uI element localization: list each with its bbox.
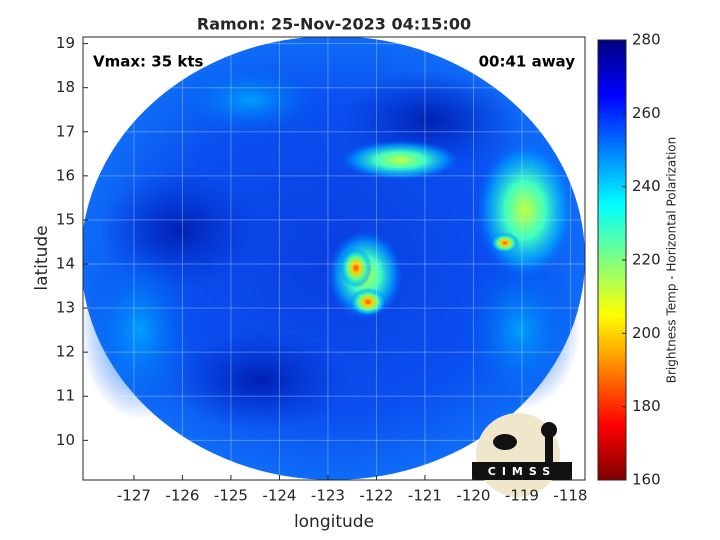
y-tick-label: 18: [56, 78, 75, 96]
x-axis-label: longitude: [294, 512, 374, 532]
colorbar-tick-label: 160: [632, 471, 661, 489]
colorbar: [597, 39, 627, 481]
y-tick-label: 17: [56, 122, 75, 140]
x-tick-label: -127: [117, 487, 151, 505]
y-tick-label: 13: [56, 299, 75, 317]
y-tick-label: 15: [56, 210, 75, 228]
colorbar-label: Brightness Temp - Horizontal Polarizatio…: [665, 137, 679, 384]
x-tick-label: -123: [311, 487, 345, 505]
x-tick-label: -124: [262, 487, 296, 505]
y-tick-label: 12: [56, 343, 75, 361]
y-tick-label: 11: [56, 387, 75, 405]
x-tick-label: -118: [553, 487, 587, 505]
plot-frame: [82, 36, 586, 481]
colorbar-tick-label: 240: [632, 177, 661, 195]
colorbar-tick-label: 200: [632, 324, 661, 342]
logo: CIMSS: [472, 413, 572, 497]
x-tick-label: -120: [456, 487, 490, 505]
y-tick-label: 19: [56, 34, 75, 52]
chart-title: Ramon: 25-Nov-2023 04:15:00: [197, 15, 471, 34]
x-tick-label: -121: [408, 487, 442, 505]
y-axis-label: latitude: [32, 225, 52, 290]
x-tick-label: -119: [505, 487, 539, 505]
x-tick-label: -126: [165, 487, 199, 505]
colorbar-tick-label: 260: [632, 104, 661, 122]
y-tick-label: 14: [56, 255, 75, 273]
x-tick-label: -125: [214, 487, 248, 505]
colorbar-tick-label: 180: [632, 397, 661, 415]
logo-text: CIMSS: [488, 465, 556, 478]
annotation: 00:41 away: [479, 53, 576, 71]
colorbar-tick-label: 280: [632, 31, 661, 49]
annotation: Vmax: 35 kts: [93, 53, 203, 71]
y-tick-label: 16: [56, 166, 75, 184]
x-tick-label: -122: [359, 487, 393, 505]
satellite-image: [83, 37, 585, 480]
colorbar-tick-label: 220: [632, 251, 661, 269]
y-tick-label: 10: [56, 431, 75, 449]
